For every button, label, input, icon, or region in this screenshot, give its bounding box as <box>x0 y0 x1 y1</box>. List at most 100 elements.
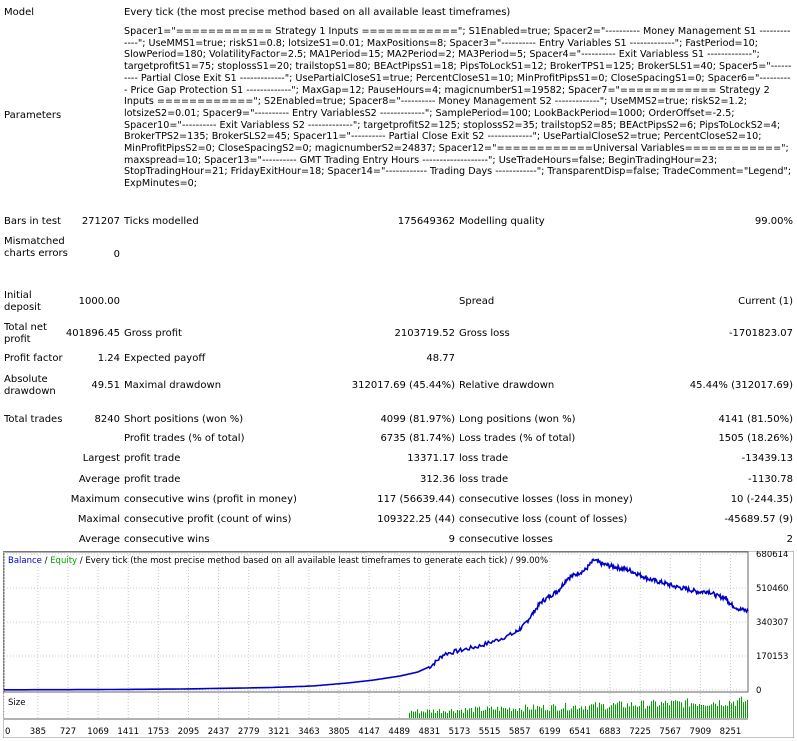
volume-bar <box>647 705 648 718</box>
y-tick-label: 0 <box>756 686 761 696</box>
volume-bar <box>535 709 536 718</box>
largest-lt-value: -13439.13 <box>741 453 793 464</box>
volume-bar <box>473 712 474 718</box>
volume-bar <box>467 710 468 718</box>
average-pt-label: profit trade <box>124 474 181 485</box>
volume-bar <box>457 710 458 718</box>
volume-bar <box>623 707 624 718</box>
volume-bar <box>615 704 616 718</box>
volume-bar <box>461 709 462 718</box>
grossloss-label: Gross loss <box>459 328 510 339</box>
ticks-value: 175649362 <box>397 216 455 227</box>
volume-bar <box>493 709 494 718</box>
x-tick-label: 6199 <box>539 727 561 737</box>
volume-bar <box>677 701 678 718</box>
max-cw-label: consecutive wins (profit in money) <box>124 494 297 505</box>
volume-bar <box>723 706 724 718</box>
volume-bar <box>435 712 436 718</box>
volume-bar <box>489 707 490 718</box>
volume-bar <box>671 700 672 718</box>
trades-value: 8240 <box>94 414 120 425</box>
volume-bar <box>555 705 556 718</box>
y-tick-label: 340307 <box>756 618 788 628</box>
volume-bar <box>547 709 548 718</box>
x-tick-label: 1069 <box>87 727 109 737</box>
volume-bar <box>477 707 478 718</box>
volume-bar <box>443 711 444 718</box>
volume-bar <box>691 703 692 718</box>
max-cw-value: 117 (56639.44) <box>377 494 455 505</box>
mismatch-label: Mismatched charts errors <box>4 236 68 259</box>
volume-bar <box>675 700 676 718</box>
volume-bar <box>425 712 426 718</box>
volume-bars <box>409 696 748 718</box>
ltrades-value: 1505 (18.26%) <box>718 433 793 444</box>
reldd-label: Relative drawdown <box>459 380 555 391</box>
volume-bar <box>537 706 538 718</box>
avg-cl-label: consecutive losses <box>459 534 553 545</box>
volume-bar <box>639 706 640 718</box>
volume-bar <box>453 711 454 718</box>
volume-bar <box>483 710 484 718</box>
volume-bar <box>611 705 612 718</box>
largest-pt-value: 13371.17 <box>407 453 455 464</box>
volume-bar <box>705 705 706 718</box>
maxdd-label: Maximal drawdown <box>124 380 222 391</box>
average-lt-value: -1130.78 <box>748 474 793 485</box>
reldd-value: 45.44% (312017.69) <box>689 380 793 391</box>
volume-bar <box>733 701 734 718</box>
volume-bar <box>687 698 688 718</box>
volume-bar <box>437 710 438 718</box>
quality-label: Modelling quality <box>459 216 545 227</box>
volume-bar <box>503 708 504 718</box>
payoff-value: 48.77 <box>426 353 455 364</box>
max-cl-label: consecutive losses (loss in money) <box>459 494 633 505</box>
volume-bar <box>589 705 590 718</box>
volume-bar <box>487 706 488 718</box>
volume-bar <box>441 713 442 718</box>
volume-bar <box>591 704 592 718</box>
volume-bar <box>439 709 440 718</box>
x-tick-label: 4831 <box>419 727 441 737</box>
volume-bar <box>559 710 560 718</box>
volume-bar <box>455 712 456 718</box>
volume-bar <box>571 708 572 718</box>
volume-bar <box>565 702 566 718</box>
x-tick-label: 5515 <box>479 727 501 737</box>
x-tick-label: 2095 <box>178 727 200 737</box>
short-label: Short positions (won %) <box>124 414 244 425</box>
initial-label: Initial deposit <box>4 290 41 313</box>
volume-bar <box>481 711 482 718</box>
volume-bar <box>627 703 628 718</box>
volume-bar <box>643 700 644 718</box>
absdd-value: 49.51 <box>91 380 120 391</box>
volume-bar <box>491 706 492 718</box>
volume-bar <box>655 701 656 718</box>
grossloss-value: -1701823.07 <box>728 328 793 339</box>
volume-bar <box>501 706 502 718</box>
volume-bar <box>525 704 526 718</box>
volume-bar <box>527 707 528 718</box>
largest-lt-label: loss trade <box>459 453 509 464</box>
volume-bar <box>519 708 520 718</box>
average-pt-value: 312.36 <box>420 474 455 485</box>
volume-bar <box>509 707 510 718</box>
volume-bar <box>563 708 564 718</box>
volume-bar <box>595 702 596 718</box>
balance-line <box>4 557 749 691</box>
volume-bar <box>465 708 466 718</box>
volume-bar <box>475 706 476 718</box>
volume-bar <box>745 701 746 718</box>
largest-pt-label: profit trade <box>124 453 181 464</box>
volume-bar <box>427 709 428 718</box>
mx-cp-label: consecutive profit (count of wins) <box>124 514 292 525</box>
mx-cl-label: consecutive loss (count of losses) <box>459 514 628 525</box>
short-value: 4099 (81.97%) <box>380 414 455 425</box>
ticks-label: Ticks modelled <box>124 216 199 227</box>
x-tick-label: 7225 <box>629 727 651 737</box>
volume-bar <box>621 701 622 718</box>
volume-bar <box>669 705 670 718</box>
bars-label: Bars in test <box>4 216 61 227</box>
volume-bar <box>499 710 500 718</box>
long-value: 4141 (81.50%) <box>718 414 793 425</box>
